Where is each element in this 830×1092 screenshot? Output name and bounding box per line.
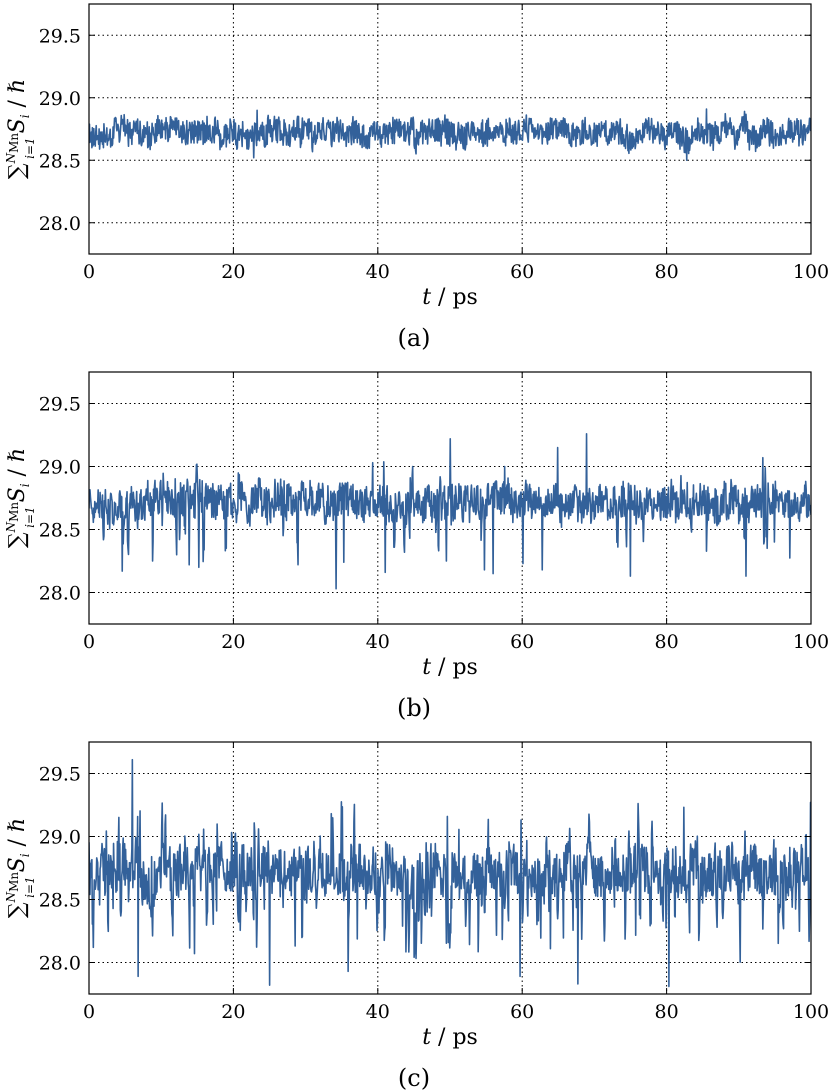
x-axis-label: t / ps: [422, 655, 478, 680]
x-tick-label: 100: [793, 1001, 829, 1023]
y-tick-label: 28.0: [39, 953, 81, 975]
plot-frame: [88, 3, 812, 255]
y-tick-label: 28.0: [39, 213, 81, 235]
x-tick-label: 60: [510, 631, 534, 653]
x-axis-label: t / ps: [422, 1025, 478, 1050]
x-tick-label: 0: [83, 631, 95, 653]
x-tick-label: 40: [366, 261, 390, 283]
y-tick-label: 28.5: [39, 150, 81, 172]
y-tick-label: 29.0: [39, 827, 81, 849]
x-tick-label: 60: [510, 1001, 534, 1023]
y-axis-label: ∑NMn i=1Si / ℏ: [4, 448, 37, 548]
x-tick-label: 0: [83, 1001, 95, 1023]
y-tick-label: 29.5: [39, 764, 81, 786]
y-tick-label: 28.5: [39, 520, 81, 542]
x-tick-label: 40: [366, 1001, 390, 1023]
x-tick-label: 80: [655, 631, 679, 653]
x-tick-label: 0: [83, 261, 95, 283]
x-tick-label: 100: [793, 631, 829, 653]
y-tick-label: 28.5: [39, 890, 81, 912]
x-tick-label: 60: [510, 261, 534, 283]
x-tick-label: 80: [655, 1001, 679, 1023]
panel-label: (c): [398, 1064, 430, 1092]
y-tick-label: 29.5: [39, 394, 81, 416]
y-tick-label: 29.5: [39, 25, 81, 47]
chart-panel-3: 0 20 40 60 80 100 28.0 28.5 29.0 29.5 t / ps ∑NMn i=…: [4, 741, 829, 1092]
y-tick-label: 29.0: [39, 457, 81, 479]
x-tick-label: 80: [655, 261, 679, 283]
plot-frame: [88, 741, 812, 995]
x-tick-label: 20: [221, 631, 245, 653]
chart-panel-2: 0 20 40 60 80 100 28.0 28.5 29.0 29.5 t / ps ∑NMn i=…: [4, 371, 829, 722]
y-tick-label: 28.0: [39, 583, 81, 605]
plot-frame: [88, 371, 812, 625]
panel-label: (b): [397, 694, 431, 722]
x-tick-label: 20: [221, 261, 245, 283]
series-line: [89, 758, 811, 988]
x-tick-label: 100: [793, 261, 829, 283]
series-line: [89, 108, 811, 162]
panel-label: (a): [397, 324, 430, 352]
chart-panel-1: 0 20 40 60 80 100 28.0 28.5 29.0 29.5 t / ps ∑NMn i=…: [4, 3, 829, 352]
x-tick-label: 20: [221, 1001, 245, 1023]
y-axis-label: ∑NMn i=1Si / ℏ: [4, 79, 37, 179]
x-tick-label: 40: [366, 631, 390, 653]
y-axis-label: ∑NMn i=1Si / ℏ: [4, 818, 37, 918]
series-line: [89, 432, 811, 590]
x-axis-label: t / ps: [422, 285, 478, 310]
y-tick-label: 29.0: [39, 88, 81, 110]
